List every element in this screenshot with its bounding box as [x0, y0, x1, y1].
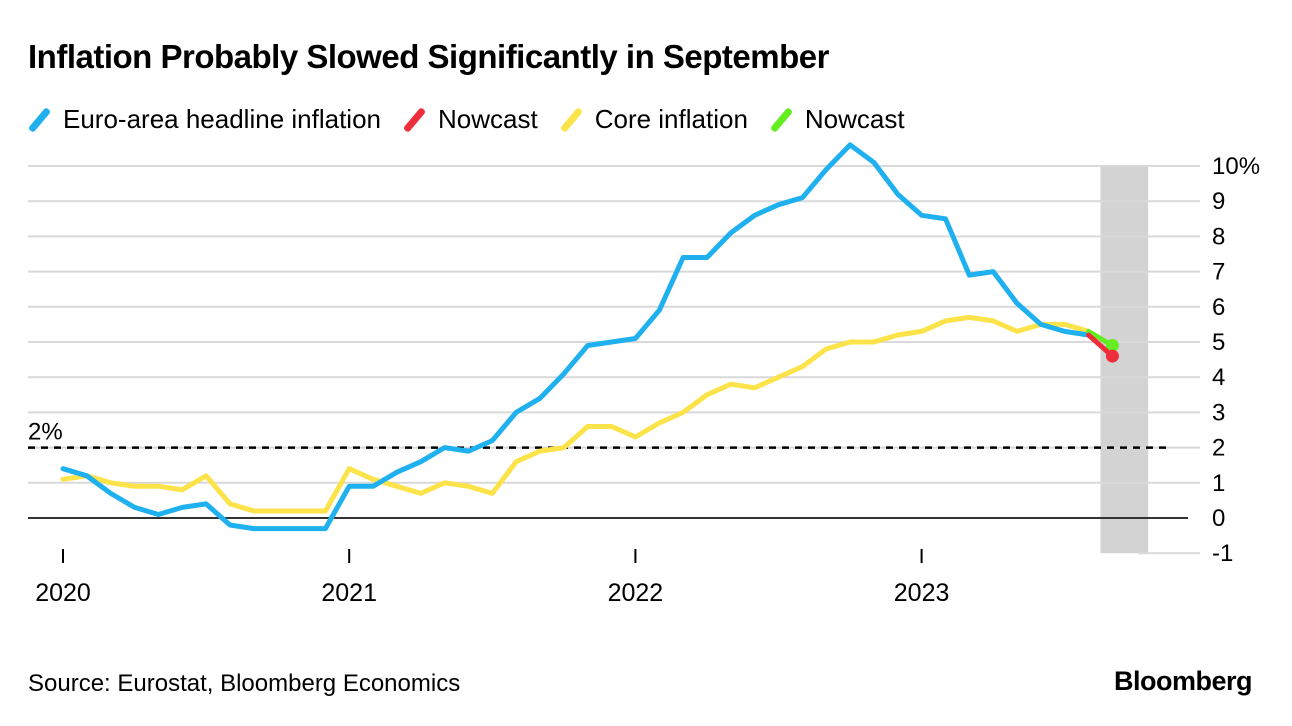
nowcast-marker [1105, 339, 1119, 353]
y-tick-label: -1 [1212, 540, 1233, 567]
legend-item-core-nowcast: Nowcast [769, 104, 905, 135]
legend-item-headline-nowcast: Nowcast [402, 104, 538, 135]
legend: Euro-area headline inflation Nowcast Cor… [27, 104, 929, 135]
y-tick-label: 7 [1212, 259, 1225, 286]
legend-item-headline: Euro-area headline inflation [27, 104, 381, 135]
series-line-0 [60, 142, 1091, 532]
legend-label-core: Core inflation [594, 104, 748, 134]
legend-label-headline: Euro-area headline inflation [63, 104, 381, 134]
y-tick-label: 5 [1212, 329, 1225, 356]
y-tick-label: 6 [1212, 294, 1225, 321]
y-tick-label: 2 [1212, 435, 1225, 462]
y-axis-labels: 10% 9 8 7 6 5 4 3 2 1 0 -1 [1212, 153, 1260, 567]
source-note: Source: Eurostat, Bloomberg Economics [28, 670, 461, 697]
legend-label-core-nowcast: Nowcast [804, 104, 905, 134]
x-axis: 2020 2021 2022 2023 [35, 549, 949, 607]
series-line-2 [60, 314, 1091, 514]
y-tick-label: 8 [1212, 223, 1225, 250]
chart-title: Inflation Probably Slowed Significantly … [28, 38, 829, 75]
bloomberg-logo: Bloomberg [1113, 666, 1253, 696]
x-tick-label: 2020 [35, 579, 91, 607]
gridlines [28, 165, 1200, 555]
reference-line-label: 2% [28, 419, 63, 446]
y-tick-label: 3 [1212, 399, 1225, 426]
y-tick-label: 9 [1212, 188, 1225, 215]
y-tick-label: 10% [1212, 153, 1260, 180]
series-lines [60, 142, 1119, 532]
legend-label-headline-nowcast: Nowcast [438, 104, 538, 134]
legend-item-core: Core inflation [559, 104, 748, 135]
y-tick-label: 4 [1212, 364, 1225, 391]
y-tick-label: 1 [1212, 470, 1225, 497]
y-tick-label: 0 [1212, 505, 1225, 532]
nowcast-marker [1105, 349, 1119, 363]
x-tick-label: 2022 [608, 579, 664, 607]
x-tick-label: 2023 [894, 579, 950, 607]
x-tick-label: 2021 [321, 579, 377, 607]
